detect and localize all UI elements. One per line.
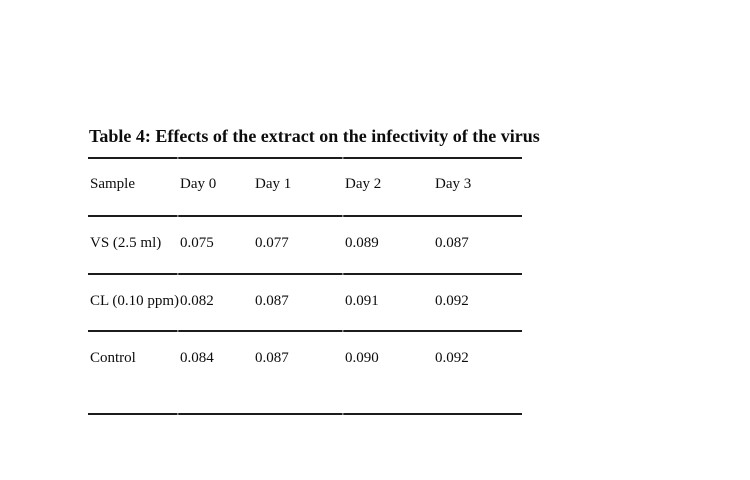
table-title: Table 4: Effects of the extract on the i… (89, 126, 540, 146)
table-bottom-rule (88, 413, 522, 415)
cell-control-day-2: 0.090 (345, 350, 379, 366)
cell-cl-day-1: 0.087 (255, 293, 289, 309)
cell-vs-sample: VS (2.5 ml) (90, 235, 162, 251)
table-row-vs: VS (2.5 ml) 0.075 0.077 0.089 0.087 (88, 217, 522, 273)
cell-cl-day-3: 0.092 (435, 293, 469, 309)
cell-vs-day-1: 0.077 (255, 235, 289, 251)
header-cell-day-1: Day 1 (255, 176, 292, 192)
cell-vs-day-3: 0.087 (435, 235, 469, 251)
cell-control-day-0: 0.084 (180, 350, 214, 366)
table-row-control: Control 0.084 0.087 0.090 0.092 (88, 332, 522, 413)
header-cell-sample: Sample (90, 176, 135, 192)
cell-vs-day-0: 0.075 (180, 235, 214, 251)
cell-cl-day-2: 0.091 (345, 293, 379, 309)
rule-under-title (88, 157, 522, 159)
table-header-row: Sample Day 0 Day 1 Day 2 Day 3 (88, 159, 522, 215)
header-cell-day-3: Day 3 (435, 176, 472, 192)
cell-cl-day-0: 0.082 (180, 293, 214, 309)
rule-under-row-cl (88, 330, 522, 332)
data-table: Sample Day 0 Day 1 Day 2 Day 3 VS (2.5 m… (88, 157, 522, 415)
rule-under-row-vs (88, 273, 522, 275)
cell-control-sample: Control (90, 350, 136, 366)
cell-vs-day-2: 0.089 (345, 235, 379, 251)
table-row-cl: CL (0.10 ppm) 0.082 0.087 0.091 0.092 (88, 275, 522, 330)
cell-control-day-1: 0.087 (255, 350, 289, 366)
cell-control-day-3: 0.092 (435, 350, 469, 366)
header-cell-day-2: Day 2 (345, 176, 382, 192)
cell-cl-sample: CL (0.10 ppm) (90, 293, 180, 309)
header-cell-day-0: Day 0 (180, 176, 217, 192)
rule-under-header (88, 215, 522, 217)
